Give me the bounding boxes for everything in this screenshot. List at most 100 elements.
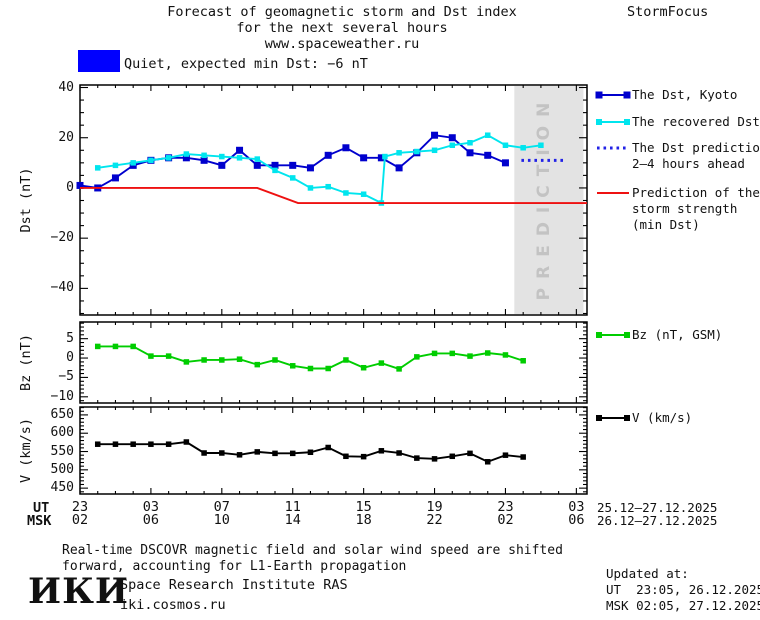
bz-gsm-marker: [289, 363, 296, 369]
solar-wind-speed-marker: [201, 450, 207, 456]
dst-recovered-marker: [254, 156, 261, 162]
ut-hour-label: 11: [284, 499, 301, 515]
legend-item-label: V (km/s): [632, 410, 693, 425]
ytick-label: 5: [66, 330, 74, 346]
dst-kyoto-marker: [289, 161, 297, 169]
ut-hour-label: 19: [426, 499, 443, 515]
ytick-label: 550: [50, 443, 74, 459]
bz-gsm-marker: [112, 343, 119, 350]
solar-wind-speed-marker: [219, 450, 225, 456]
msk-hour-label: 06: [142, 512, 160, 528]
msk-hour-label: 02: [497, 512, 514, 528]
dst-kyoto-marker: [342, 144, 350, 152]
legend-item-label: (min Dst): [632, 217, 700, 232]
ut-hour-label: 23: [497, 499, 514, 515]
prediction-band-text: PREDICTION: [534, 94, 554, 301]
dst-recovered-marker: [236, 155, 243, 161]
bz-gsm-marker: [325, 365, 331, 372]
institute-website: iki.cosmos.ru: [120, 597, 226, 613]
dst-recovered-marker: [538, 142, 544, 149]
dst-recovered-marker: [449, 142, 456, 149]
dst-kyoto-marker: [431, 131, 439, 139]
msk-hour-label: 02: [71, 512, 89, 528]
updated-at-msk: MSK 02:05, 27.12.2025: [606, 598, 760, 613]
panel-frame: [79, 84, 588, 316]
bz-gsm-marker: [414, 354, 420, 360]
solar-wind-speed-marker: [449, 453, 456, 460]
legend-item-label: The Dst prediction: [632, 140, 760, 155]
dst-recovered-marker: [201, 152, 207, 159]
dst-recovered-marker: [183, 151, 190, 157]
bz-gsm-marker: [130, 343, 136, 350]
bz-gsm-marker: [94, 343, 101, 350]
solar-wind-speed-marker: [254, 449, 261, 455]
site-url: www.spaceweather.ru: [264, 36, 420, 52]
dst-kyoto-marker: [377, 154, 385, 162]
panel-frame: [79, 321, 588, 404]
legend-item-label: Bz (nT, GSM): [632, 327, 723, 342]
dst-recovered-marker: [130, 160, 136, 166]
solar-wind-speed-marker: [307, 449, 314, 456]
solar-wind-speed-marker: [112, 441, 119, 447]
ytick-label: 0: [66, 179, 74, 195]
y-axis-title: V (km/s): [18, 418, 34, 483]
ytick-label: −20: [50, 230, 74, 246]
bz-gsm-marker: [148, 353, 154, 359]
msk-row-label: MSK: [27, 513, 52, 529]
dst-recovered-marker: [484, 132, 491, 138]
legend-sample-marker: [596, 332, 602, 338]
storm-status-label: Quiet, expected min Dst: −6 nT: [124, 56, 368, 72]
solar-wind-speed-marker: [183, 439, 190, 445]
solar-wind-speed-marker: [165, 441, 172, 447]
ytick-label: 500: [50, 461, 74, 477]
dst-kyoto-marker: [76, 181, 84, 189]
bz-gsm-marker: [343, 357, 349, 363]
bz-gsm-marker: [236, 356, 243, 362]
solar-wind-speed-marker: [467, 450, 473, 457]
dst-recovered-marker: [165, 155, 172, 161]
bz-gsm-marker: [467, 353, 473, 359]
ut-hour-label: 03: [568, 499, 585, 515]
legend-item-label: The Dst, Kyoto: [632, 87, 738, 102]
dst-kyoto-marker: [324, 151, 332, 159]
solar-wind-speed-marker: [94, 441, 101, 447]
dst-recovered-marker: [94, 165, 101, 171]
dst-recovered-marker: [148, 157, 154, 164]
bz-gsm-marker: [183, 359, 190, 365]
y-axis-title: Bz (nT): [18, 334, 34, 391]
legend-sample-marker: [595, 91, 603, 99]
dst-recovered-marker: [396, 150, 402, 156]
dst-recovered-marker: [289, 175, 296, 181]
bz-gsm-marker: [272, 357, 278, 363]
updated-at-ut: UT 23:05, 26.12.2025: [606, 582, 760, 597]
panel-frame: [79, 406, 588, 495]
solar-wind-speed-marker: [431, 456, 438, 462]
ut-hour-label: 03: [142, 499, 160, 515]
legend-item-label: 2–4 hours ahead: [632, 156, 745, 171]
dst-kyoto-marker: [484, 151, 492, 159]
y-axis-title: Dst (nT): [18, 167, 34, 232]
solar-wind-speed-marker: [325, 444, 331, 451]
dst-kyoto-marker: [200, 156, 208, 164]
ut-hour-label: 15: [355, 499, 372, 515]
dst-kyoto-marker: [271, 161, 279, 169]
bz-gsm-marker: [219, 357, 225, 363]
ut-hour-label: 07: [213, 499, 230, 515]
solar-wind-speed-marker: [396, 450, 402, 456]
dst-recovered-marker: [360, 191, 367, 197]
bz-gsm-marker: [396, 366, 402, 372]
dst-kyoto-marker: [501, 159, 509, 167]
page-title-line1: Forecast of geomagnetic storm and Dst in…: [167, 4, 517, 20]
dst-recovered-marker: [112, 162, 119, 169]
msk-hour-label: 18: [355, 512, 372, 528]
solar-wind-speed-marker: [148, 441, 154, 447]
prediction-band: [514, 86, 584, 314]
dst-kyoto-marker: [182, 154, 190, 162]
legend-sample-marker: [624, 332, 630, 338]
dst-kyoto-marker: [111, 174, 119, 182]
msk-date-range: 26.12–27.12.2025: [597, 513, 718, 528]
bz-gsm-marker: [520, 358, 526, 364]
msk-hour-label: 06: [568, 512, 585, 528]
solar-wind-speed-marker: [414, 455, 420, 461]
page-title-line2: for the next several hours: [236, 20, 448, 36]
